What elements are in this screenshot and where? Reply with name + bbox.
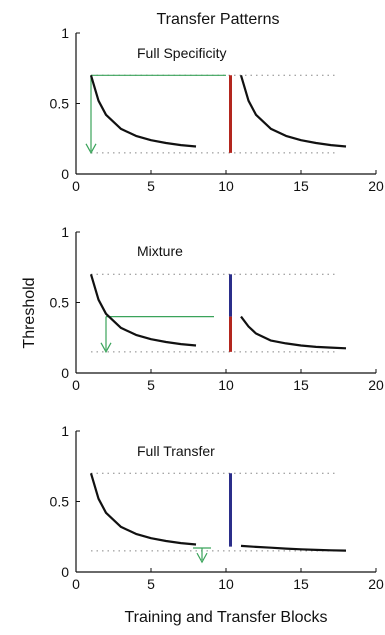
x-tick-label: 15 [293,178,309,194]
panel-label: Full Specificity [137,45,226,61]
y-tick-label: 1 [61,25,69,41]
threshold-curve [89,74,197,148]
y-tick-label: 0.5 [50,494,70,510]
y-tick-label: 0 [61,166,69,182]
x-tick-label: 20 [368,178,384,194]
y-tick-label: 0.5 [50,96,70,112]
threshold-curve [240,315,347,350]
x-tick-label: 10 [218,178,234,194]
x-tick-label: 10 [218,576,234,592]
x-tick-label: 15 [293,576,309,592]
x-axis-label: Training and Transfer Blocks [124,609,327,626]
threshold-curve [240,544,347,552]
threshold-curve [89,273,197,347]
x-tick-label: 5 [147,377,155,393]
x-tick-label: 5 [147,576,155,592]
panel-label: Full Transfer [137,443,215,459]
threshold-curve [239,74,347,148]
y-tick-label: 0 [61,365,69,381]
x-tick-label: 10 [218,377,234,393]
x-tick-label: 0 [72,576,80,592]
x-tick-label: 15 [293,377,309,393]
green-arrow-head [85,143,97,155]
x-tick-label: 20 [368,377,384,393]
x-tick-label: 0 [72,377,80,393]
green-arrow-head [196,552,208,564]
panel-2: 0 5 10 15 20 0 0.5 1 Mixture [50,224,384,393]
panel-3: 0 5 10 15 20 0 0.5 1 Full Transfer [50,423,384,592]
panel-1: 0 5 10 15 20 0 0.5 1 Full Specificity [50,25,384,194]
x-tick-label: 20 [368,576,384,592]
y-axis-label: Threshold [21,277,38,348]
y-tick-label: 1 [61,224,69,240]
y-tick-label: 1 [61,423,69,439]
y-tick-label: 0.5 [50,295,70,311]
panel-label: Mixture [137,243,183,259]
threshold-curve [89,472,197,546]
x-tick-label: 0 [72,178,80,194]
figure-title: Transfer Patterns [156,11,279,28]
green-arrow-head [100,342,112,354]
y-tick-label: 0 [61,564,69,580]
x-tick-label: 5 [147,178,155,194]
